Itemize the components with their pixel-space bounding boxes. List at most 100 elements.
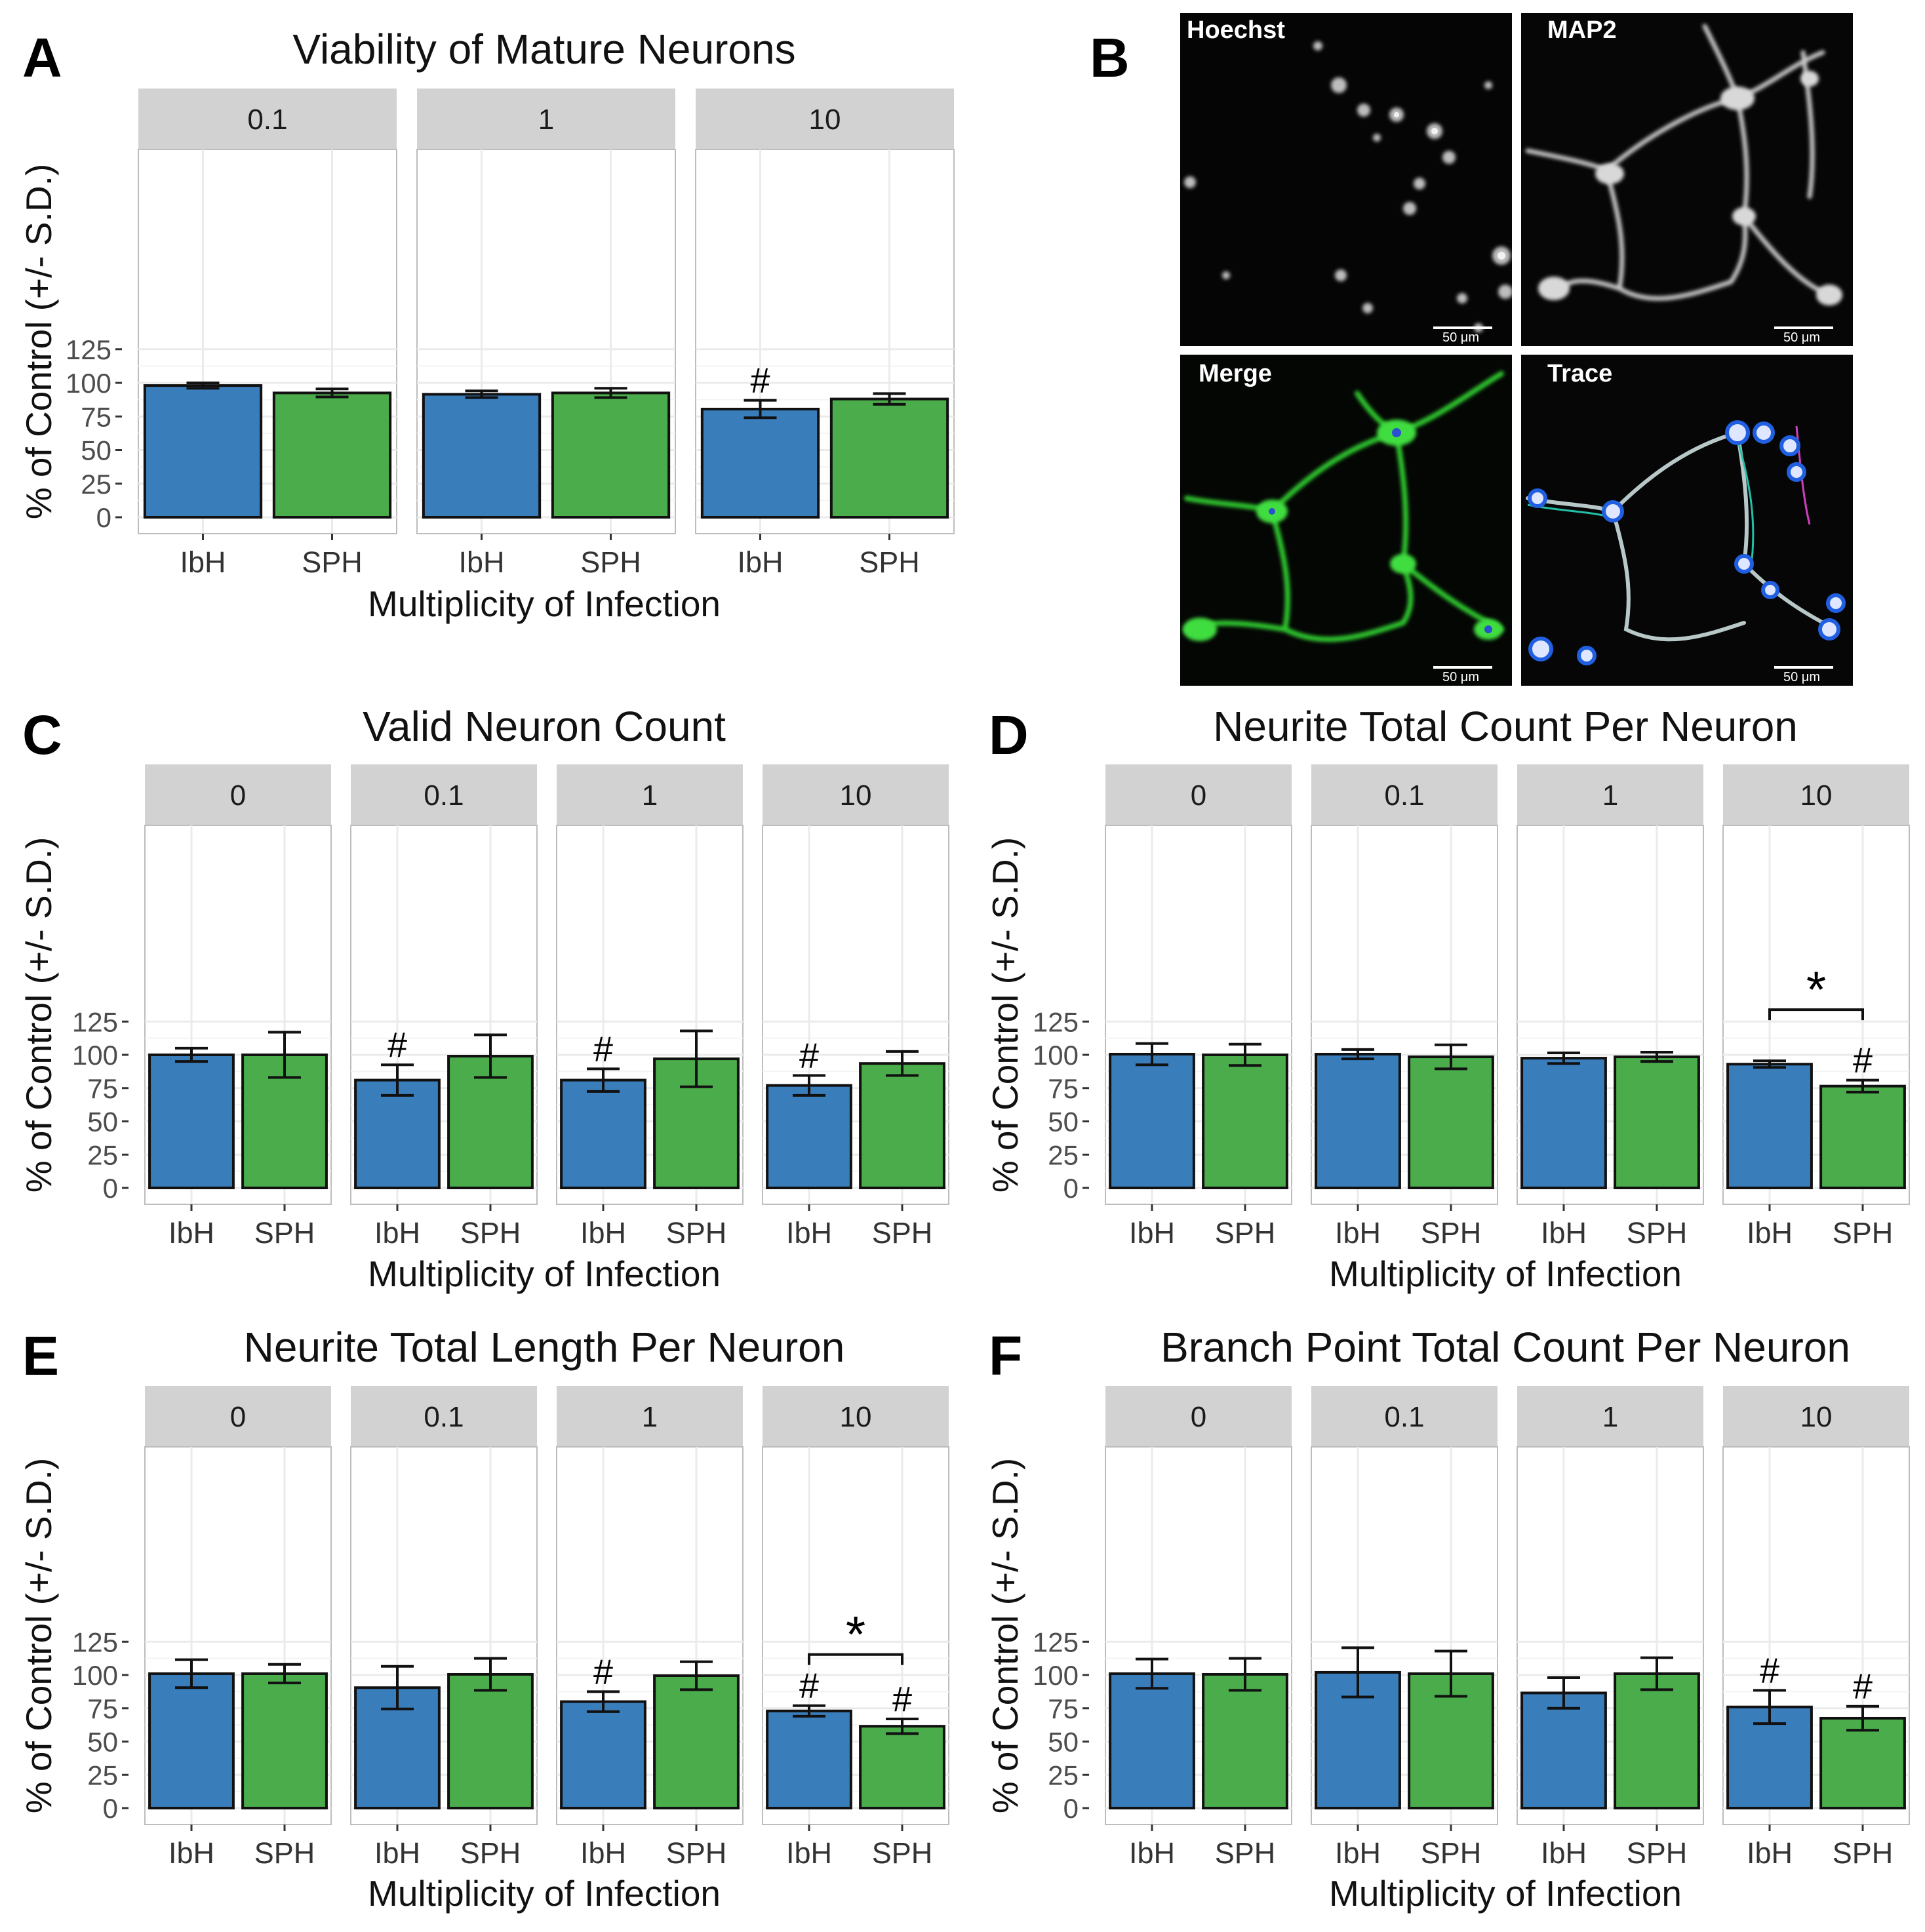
facet-strip <box>557 764 743 825</box>
x-tick-label: IbH <box>1129 1216 1175 1250</box>
chart-title: Branch Point Total Count Per Neuron <box>1161 1324 1850 1371</box>
facet-moi-10: 10 # IbH # SPH <box>1722 1386 1910 1870</box>
panel-label-b: B <box>1090 27 1130 89</box>
micrograph-merge: 50 μm <box>1180 355 1512 686</box>
micrograph-label-hoechst: Hoechst <box>1187 16 1285 44</box>
bar-ibh <box>1109 1672 1195 1809</box>
significance-hash: # <box>892 1680 912 1719</box>
bar-sph <box>447 1672 534 1810</box>
y-tick-label: 50 <box>1048 1107 1079 1137</box>
facet-strip-label: 0 <box>1191 1401 1206 1433</box>
facet-moi-0.1: 0.1 # IbH SPH <box>350 764 538 1250</box>
scale-label-map2: 50 μm <box>1783 330 1820 345</box>
chart-panel-e: E Neurite Total Length Per Neuron % of Con… <box>18 1324 949 1914</box>
x-tick-label: IbH <box>1747 1836 1793 1870</box>
x-tick-label: SPH <box>254 1836 315 1870</box>
x-tick-label: SPH <box>580 545 641 579</box>
chart-panel-a: A Viability of Mature Neurons % of Control… <box>18 26 955 624</box>
bar-sph <box>859 1062 945 1189</box>
y-tick-label: 25 <box>1048 1760 1079 1790</box>
x-tick-label: IbH <box>180 545 226 579</box>
y-tick-label: 100 <box>1033 1660 1079 1691</box>
bar-ibh <box>1520 1691 1607 1810</box>
x-tick-label: IbH <box>1541 1836 1587 1870</box>
x-tick-label: IbH <box>169 1216 214 1250</box>
y-tick-label: 0 <box>103 1793 118 1824</box>
panel-label-d: D <box>989 704 1029 766</box>
facet-moi-10: 10 # IbH # SPH * <box>762 1386 949 1870</box>
facet-strip <box>557 1386 743 1446</box>
panel-b: B 50 μm Hoechst <box>1090 13 1853 686</box>
x-tick-label: SPH <box>1215 1216 1276 1250</box>
facet-moi-0.1: 0.1 IbH SPH <box>1311 1386 1498 1870</box>
panel-label-e: E <box>22 1325 59 1387</box>
y-tick-label: 125 <box>1033 1006 1079 1037</box>
x-tick-label: IbH <box>737 545 783 579</box>
chart-title: Valid Neuron Count <box>363 703 726 750</box>
x-tick-label: IbH <box>580 1836 626 1870</box>
x-tick-label: SPH <box>1627 1216 1688 1250</box>
y-axis-label: % of Control (+/- S.D.) <box>18 164 59 520</box>
facet-moi-10: 10 IbH # SPH * <box>1722 764 1910 1250</box>
facet-strip <box>351 1386 537 1446</box>
scale-label-hoechst: 50 μm <box>1442 330 1479 345</box>
chart-title: Neurite Total Length Per Neuron <box>244 1324 845 1371</box>
x-tick-label: IbH <box>458 545 504 579</box>
y-tick-label: 25 <box>87 1139 118 1170</box>
facet-strip <box>138 89 397 149</box>
facet-strip <box>351 764 537 825</box>
x-tick-label: IbH <box>169 1836 214 1870</box>
micrograph-label-trace: Trace <box>1547 360 1612 387</box>
panel-label-a: A <box>22 27 62 89</box>
facet-moi-10: 10 # IbH SPH <box>762 764 949 1250</box>
facet-moi-1: 1 # IbH SPH <box>556 764 744 1250</box>
x-tick-label: SPH <box>1833 1216 1894 1250</box>
significance-hash: # <box>799 1036 819 1075</box>
x-tick-label: SPH <box>254 1216 315 1250</box>
micrograph-hoechst: 50 μm <box>1180 13 1512 346</box>
significance-hash: # <box>1853 1041 1873 1080</box>
facet-moi-0.1: 0.1 IbH SPH <box>1311 764 1498 1250</box>
bar-ibh <box>560 1700 646 1810</box>
x-tick-label: SPH <box>872 1836 933 1870</box>
significance-hash: # <box>593 1029 613 1069</box>
facet-strip-label: 0.1 <box>1384 1401 1424 1433</box>
x-tick-label: IbH <box>1541 1216 1587 1250</box>
facet-strip <box>145 1386 331 1446</box>
facet-moi-1: 1 IbH SPH <box>1517 1386 1704 1870</box>
significance-hash: # <box>1760 1651 1779 1690</box>
facet-moi-0.1: 0.1 IbH SPH <box>350 1386 538 1870</box>
y-tick-label: 50 <box>1048 1727 1079 1758</box>
bar-sph <box>1614 1672 1700 1809</box>
facet-strip-label: 1 <box>1602 1401 1618 1433</box>
bar-sph <box>1819 1716 1906 1810</box>
facet-strip <box>696 89 954 149</box>
facet-strip-label: 10 <box>840 779 872 812</box>
chart-title: Neurite Total Count Per Neuron <box>1213 703 1798 750</box>
bar-sph <box>1614 1055 1700 1190</box>
facet-strip <box>1723 1386 1909 1446</box>
facet-moi-1: 1 IbH SPH <box>416 89 676 579</box>
x-tick-label: IbH <box>1335 1216 1381 1250</box>
micrograph-label-merge: Merge <box>1199 360 1272 387</box>
bar-ibh <box>766 1084 852 1189</box>
y-tick-label: 125 <box>66 334 111 365</box>
facet-strip-label: 0.1 <box>424 779 464 812</box>
bar-ibh <box>422 393 542 519</box>
y-tick-label: 100 <box>66 368 111 399</box>
facet-strip <box>1105 1386 1292 1446</box>
facet-moi-0: 0 IbH SPH <box>1105 764 1292 1250</box>
facet-moi-0.1: 0.1 IbH SPH <box>138 89 397 579</box>
x-tick-label: IbH <box>580 1216 626 1250</box>
y-tick-label: 75 <box>81 401 111 432</box>
y-axis-label: % of Control (+/- S.D.) <box>985 837 1025 1193</box>
y-tick-label: 125 <box>1033 1626 1079 1657</box>
x-axis-label: Multiplicity of Infection <box>368 583 721 624</box>
facet-strip-label: 10 <box>1800 779 1833 812</box>
facet-strip <box>1517 1386 1703 1446</box>
y-tick-label: 0 <box>1063 1173 1079 1204</box>
facet-strip <box>1105 764 1292 825</box>
bar-sph <box>272 391 392 519</box>
facet-strip <box>763 764 949 825</box>
